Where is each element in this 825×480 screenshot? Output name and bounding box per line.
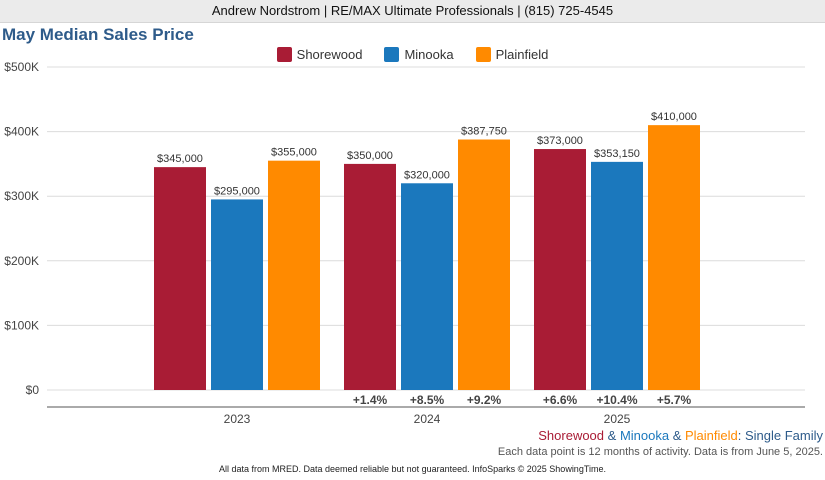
caption-property-type: : Single Family	[737, 428, 823, 443]
bar-minooka-2023	[211, 199, 263, 390]
legend-label-minooka: Minooka	[404, 46, 454, 62]
data-label: $295,000	[214, 185, 260, 197]
legend-swatch-plainfield	[475, 46, 491, 62]
bar-shorewood-2024	[344, 163, 396, 390]
caption-sep-2: &	[669, 428, 685, 443]
data-label: $355,000	[271, 147, 317, 159]
percent-change-label: +8.5%	[410, 393, 445, 407]
chart-legend: Shorewood Minooka Plainfield	[0, 45, 825, 63]
legend-label-plainfield: Plainfield	[495, 46, 549, 62]
data-label: $345,000	[157, 153, 203, 165]
bar-chart: $0 $100K $200K $300K $400K $500K $345,000 $295,…	[4, 60, 805, 426]
data-label: $373,000	[537, 135, 583, 147]
y-tick-label: $500K	[4, 60, 39, 74]
area-caption: Shorewood & Minooka & Plainfield: Single…	[538, 428, 823, 443]
caption-area-minooka: Minooka	[619, 428, 670, 443]
bar-plainfield-2023	[268, 160, 320, 390]
agent-header: Andrew Nordstrom | RE/MAX Ultimate Profe…	[0, 0, 825, 23]
data-label: $320,000	[404, 169, 450, 181]
y-tick-label: $400K	[4, 125, 39, 139]
data-label: $353,150	[594, 148, 640, 160]
legend-swatch-shorewood	[276, 46, 292, 62]
y-tick-label: $100K	[4, 318, 39, 332]
bar-minooka-2025	[591, 161, 643, 390]
footer-disclaimer: All data from MRED. Data deemed reliable…	[218, 464, 606, 474]
percent-change-label: +1.4%	[353, 393, 388, 407]
caption-area-plainfield: Plainfield	[684, 428, 738, 443]
y-tick-label: $0	[26, 383, 40, 397]
data-label: $387,750	[461, 126, 507, 138]
x-category-label: 2023	[224, 412, 251, 426]
bar-plainfield-2025	[648, 125, 700, 390]
bar-shorewood-2023	[154, 167, 206, 390]
caption-area-shorewood: Shorewood	[538, 428, 605, 443]
bar-shorewood-2025	[534, 149, 586, 390]
legend-item-minooka[interactable]: Minooka	[384, 45, 454, 63]
chart-title: May Median Sales Price	[2, 25, 194, 44]
legend-item-plainfield[interactable]: Plainfield	[475, 45, 549, 63]
y-tick-label: $300K	[4, 189, 39, 203]
percent-change-label: +10.4%	[596, 393, 637, 407]
percent-change-label: +9.2%	[467, 393, 502, 407]
legend-item-shorewood[interactable]: Shorewood	[276, 45, 363, 63]
caption-sep-1: &	[604, 428, 620, 443]
x-category-label: 2024	[414, 412, 441, 426]
percent-change-label: +5.7%	[657, 393, 692, 407]
data-label: $410,000	[651, 111, 697, 123]
legend-swatch-minooka	[384, 46, 400, 62]
y-tick-label: $200K	[4, 254, 39, 268]
data-note: Each data point is 12 months of activity…	[497, 446, 823, 458]
percent-change-label: +6.6%	[543, 393, 578, 407]
legend-label-shorewood: Shorewood	[296, 46, 363, 62]
data-label: $350,000	[347, 150, 393, 162]
bar-plainfield-2024	[458, 139, 510, 390]
bar-minooka-2024	[401, 183, 453, 390]
x-category-label: 2025	[604, 412, 631, 426]
